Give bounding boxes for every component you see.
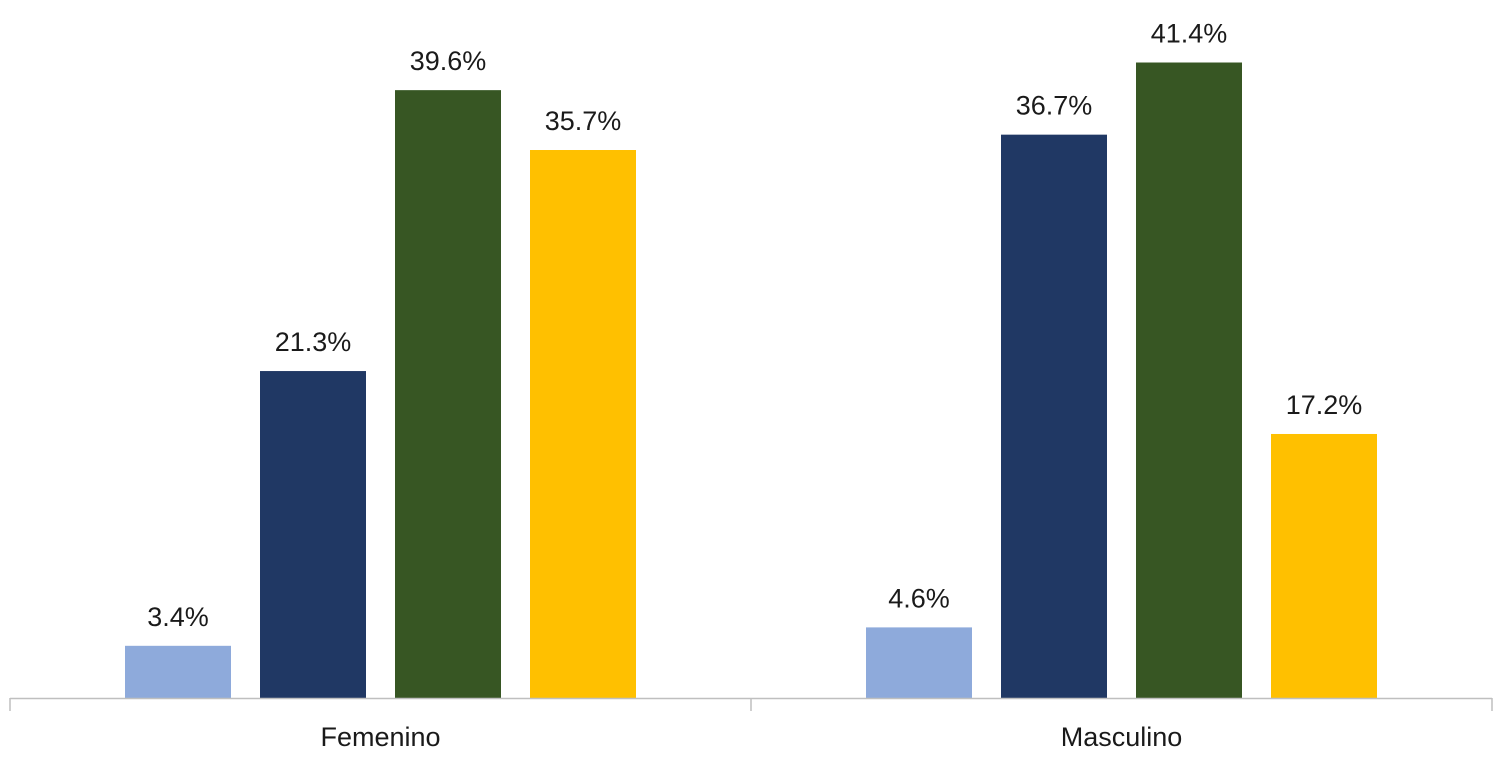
data-label-masculino-1: 4.6%: [888, 583, 950, 613]
data-label-masculino-4: 17.2%: [1286, 390, 1363, 420]
bar-masculino-4: [1271, 433, 1377, 698]
bar-femenino-1: [125, 645, 231, 698]
data-label-femenino-3: 39.6%: [410, 46, 487, 76]
bar-masculino-1: [866, 627, 972, 698]
data-label-femenino-4: 35.7%: [545, 106, 622, 136]
data-label-femenino-1: 3.4%: [147, 602, 209, 632]
bar-femenino-4: [530, 150, 636, 698]
bars-layer: [125, 62, 1377, 698]
bar-femenino-2: [260, 371, 366, 698]
category-labels-layer: Femenino Masculino: [320, 722, 1182, 752]
data-label-femenino-2: 21.3%: [275, 327, 352, 357]
data-labels-layer: 3.4% 21.3% 39.6% 35.7% 4.6% 36.7% 41.4% 17.2%: [147, 19, 1362, 632]
x-axis: [9, 697, 1493, 711]
category-label-femenino: Femenino: [320, 722, 440, 752]
category-label-masculino: Masculino: [1061, 722, 1183, 752]
bar-femenino-3: [395, 90, 501, 698]
data-label-masculino-2: 36.7%: [1016, 91, 1093, 121]
data-label-masculino-3: 41.4%: [1151, 19, 1228, 49]
bar-masculino-3: [1136, 62, 1242, 698]
bar-masculino-2: [1001, 134, 1107, 698]
